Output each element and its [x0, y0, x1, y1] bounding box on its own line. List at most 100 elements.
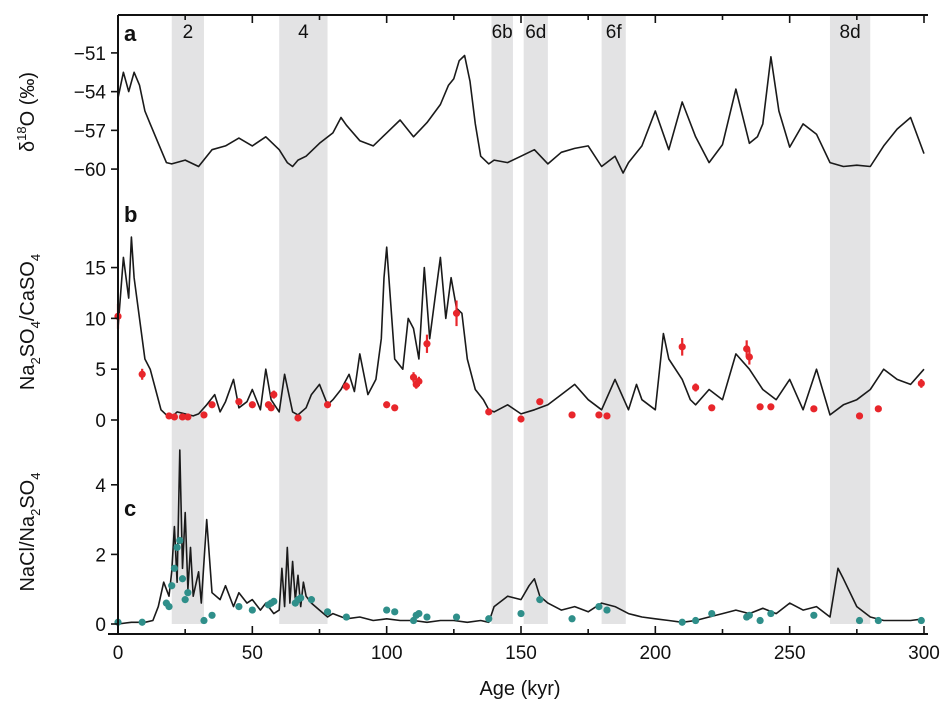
stage-band-6d — [523, 15, 548, 624]
panel-c-point — [297, 594, 305, 602]
panel-c-point — [383, 606, 391, 614]
panel-c-point — [173, 543, 181, 552]
panel-c-point — [184, 589, 192, 597]
panel-b-point — [415, 377, 423, 385]
stage-band-8d — [829, 15, 871, 624]
panel-c-letter: c — [124, 496, 136, 521]
panel-b-point — [603, 412, 611, 420]
panel-c-point — [323, 608, 332, 616]
panel-b-series — [114, 236, 925, 423]
panel-b-point — [810, 405, 818, 413]
x-tick-label: 100 — [371, 643, 403, 664]
panel-b-ytick-label: 5 — [95, 360, 106, 381]
panel-c-point — [165, 603, 173, 611]
panel-b-point — [409, 373, 418, 381]
panel-c-point — [423, 613, 431, 621]
panel-c-point — [307, 596, 316, 604]
panel-b-point — [756, 403, 764, 411]
panel-b-point — [294, 414, 302, 422]
panel-c-point — [568, 615, 576, 623]
panel-c-point — [415, 609, 423, 618]
panel-a-line — [117, 54, 925, 174]
panel-b-point — [208, 401, 216, 409]
panel-b-point — [517, 415, 525, 423]
panel-c-series — [114, 449, 925, 626]
x-tick-label: 50 — [242, 643, 263, 664]
panel-c-point — [270, 597, 278, 605]
panel-c-point — [452, 613, 461, 621]
stage-label-6f: 6f — [606, 22, 623, 43]
panel-b-point — [692, 383, 700, 392]
panel-c-ytick-label: 4 — [95, 476, 106, 497]
stage-band-4 — [279, 15, 328, 624]
stage-label-6b: 6b — [492, 22, 513, 43]
panel-c-point — [391, 608, 399, 616]
panel-b-point — [536, 398, 544, 406]
stage-label-8d: 8d — [840, 22, 861, 43]
panel-c-point — [138, 618, 146, 626]
panel-c-point — [178, 575, 187, 583]
panel-b-point — [165, 412, 173, 420]
stage-band-2 — [171, 15, 204, 624]
x-tick-label: 0 — [113, 643, 124, 664]
panel-c-point — [168, 582, 176, 590]
panel-b-point — [855, 412, 864, 420]
panel-c-point — [170, 564, 179, 572]
shaded-stage-bands — [171, 15, 871, 624]
panel-c-point — [517, 609, 525, 618]
panel-b-point — [423, 340, 431, 348]
panel-c-point — [235, 603, 243, 611]
panel-b-point — [595, 411, 603, 419]
panel-c-point — [692, 616, 700, 625]
panel-c-ytick-label: 0 — [95, 615, 106, 636]
panel-b-point — [917, 379, 925, 388]
panel-b-point — [678, 343, 686, 351]
panel-b-point — [267, 404, 275, 412]
panel-c-point — [855, 616, 864, 625]
x-axis-title: Age (kyr) — [479, 678, 560, 700]
x-tick-label: 250 — [774, 643, 806, 664]
panel-c-point — [536, 596, 544, 604]
x-axis: 0 50 100 150 200 250 300 — [113, 626, 940, 664]
panel-a-ytick-label: −57 — [74, 121, 106, 142]
panel-b-point — [200, 411, 208, 419]
panel-b-point — [452, 309, 461, 317]
stage-label-2: 2 — [183, 22, 194, 43]
panel-b-point — [383, 401, 391, 409]
x-tick-label: 200 — [639, 643, 671, 664]
panel-b-point — [342, 382, 350, 391]
panel-c-point — [208, 611, 216, 619]
panel-c-point — [678, 618, 686, 626]
panel-b-point — [184, 413, 192, 421]
panel-a-ytick-label: −51 — [74, 44, 106, 65]
panel-b-point — [767, 403, 775, 411]
panel-c-point — [603, 606, 611, 614]
panel-b-ytick-label: 10 — [85, 309, 106, 330]
stage-labels: 2 4 6b 6d 6f 8d — [183, 22, 861, 43]
panel-b-letter: b — [124, 202, 137, 227]
panel-b-point — [248, 401, 256, 409]
panel-c-point — [248, 606, 256, 614]
panel-c-point — [767, 609, 775, 618]
plot-frame — [108, 14, 928, 635]
stage-band-6b — [491, 15, 513, 624]
y-axes: −51 −54 −57 −60 0 5 10 15 0 2 4 — [74, 44, 118, 636]
panel-c-point — [810, 611, 818, 619]
panel-b-point — [138, 370, 146, 378]
x-tick-label: 300 — [908, 643, 940, 664]
panel-b-point — [745, 353, 753, 361]
panel-a-ylabel: δ18O (‰) — [14, 72, 39, 152]
stage-band-6f — [601, 15, 626, 624]
panel-b-point — [270, 390, 278, 399]
panel-c-point — [745, 611, 753, 619]
panel-c-line — [117, 449, 925, 625]
panel-b-point — [178, 413, 187, 421]
panel-b-point — [568, 411, 576, 419]
panel-b-point — [708, 404, 716, 412]
panel-a-ytick-label: −60 — [74, 160, 106, 181]
panel-b-ytick-label: 15 — [85, 259, 106, 280]
panel-c-point — [595, 603, 603, 611]
stage-label-6d: 6d — [525, 22, 546, 43]
panel-c-point — [176, 536, 184, 545]
panel-c-ylabel: NaCl/Na2SO4 — [17, 473, 43, 592]
